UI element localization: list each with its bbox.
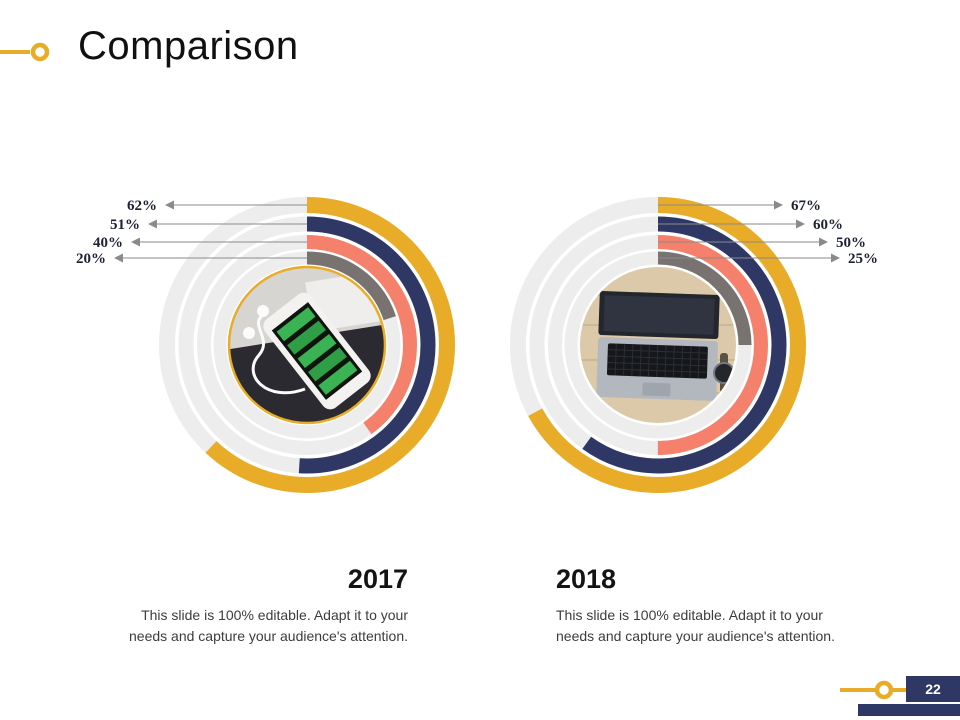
laptop-top-view-photo [580,267,736,423]
arrowhead-right-icon [774,200,783,210]
photo-border [227,265,387,425]
ring-value-label: 40% [93,235,123,251]
footer-bar [858,704,960,716]
title-marker-icon [0,42,50,62]
smartphone-earphones-photo [229,267,385,423]
ring-value-label: 20% [76,251,106,267]
caption-block-2017: 2017 This slide is 100% editable. Adapt … [126,564,408,647]
comparison-chart-2017: 62% 51% 40% 20% [60,165,480,525]
comparison-chart-2018: 67% 60% 50% 25% [480,165,900,525]
ring-value-label: 60% [813,217,843,233]
year-label-2017: 2017 [347,564,408,594]
arrowhead-left-icon [114,253,123,263]
page-number: 22 [906,676,960,702]
radial-chart-2017-svg: 62% 51% 40%20% [76,197,455,493]
earbud [257,305,269,317]
year-label-2018: 2018 [556,564,617,594]
ring-value-label: 50% [836,235,866,251]
laptop [596,291,720,401]
arrowhead-left-icon [131,237,140,247]
earphone-cable [251,313,306,395]
page-title: Comparison [78,24,299,68]
arrowhead-left-icon [148,219,157,229]
arrowhead-left-icon [165,200,174,210]
laptop-trackpad [642,382,671,397]
caption-text-2017: This slide is 100% editable. Adapt it to… [129,607,408,644]
footer-marker-icon [840,680,906,700]
ring-value-label: 67% [791,198,821,214]
earbud [243,327,255,339]
arrowhead-right-icon [819,237,828,247]
caption-block-2018: 2018 This slide is 100% editable. Adapt … [556,564,838,647]
arrowhead-right-icon [831,253,840,263]
caption-text-2018: This slide is 100% editable. Adapt it to… [556,607,835,644]
ring-value-label: 25% [848,251,878,267]
ring-value-label: 62% [127,198,157,214]
radial-chart-2018-svg: 67% 60% 50%25% [510,197,878,493]
smartphone [263,292,371,410]
ring-value-label: 51% [110,217,140,233]
arrowhead-right-icon [796,219,805,229]
